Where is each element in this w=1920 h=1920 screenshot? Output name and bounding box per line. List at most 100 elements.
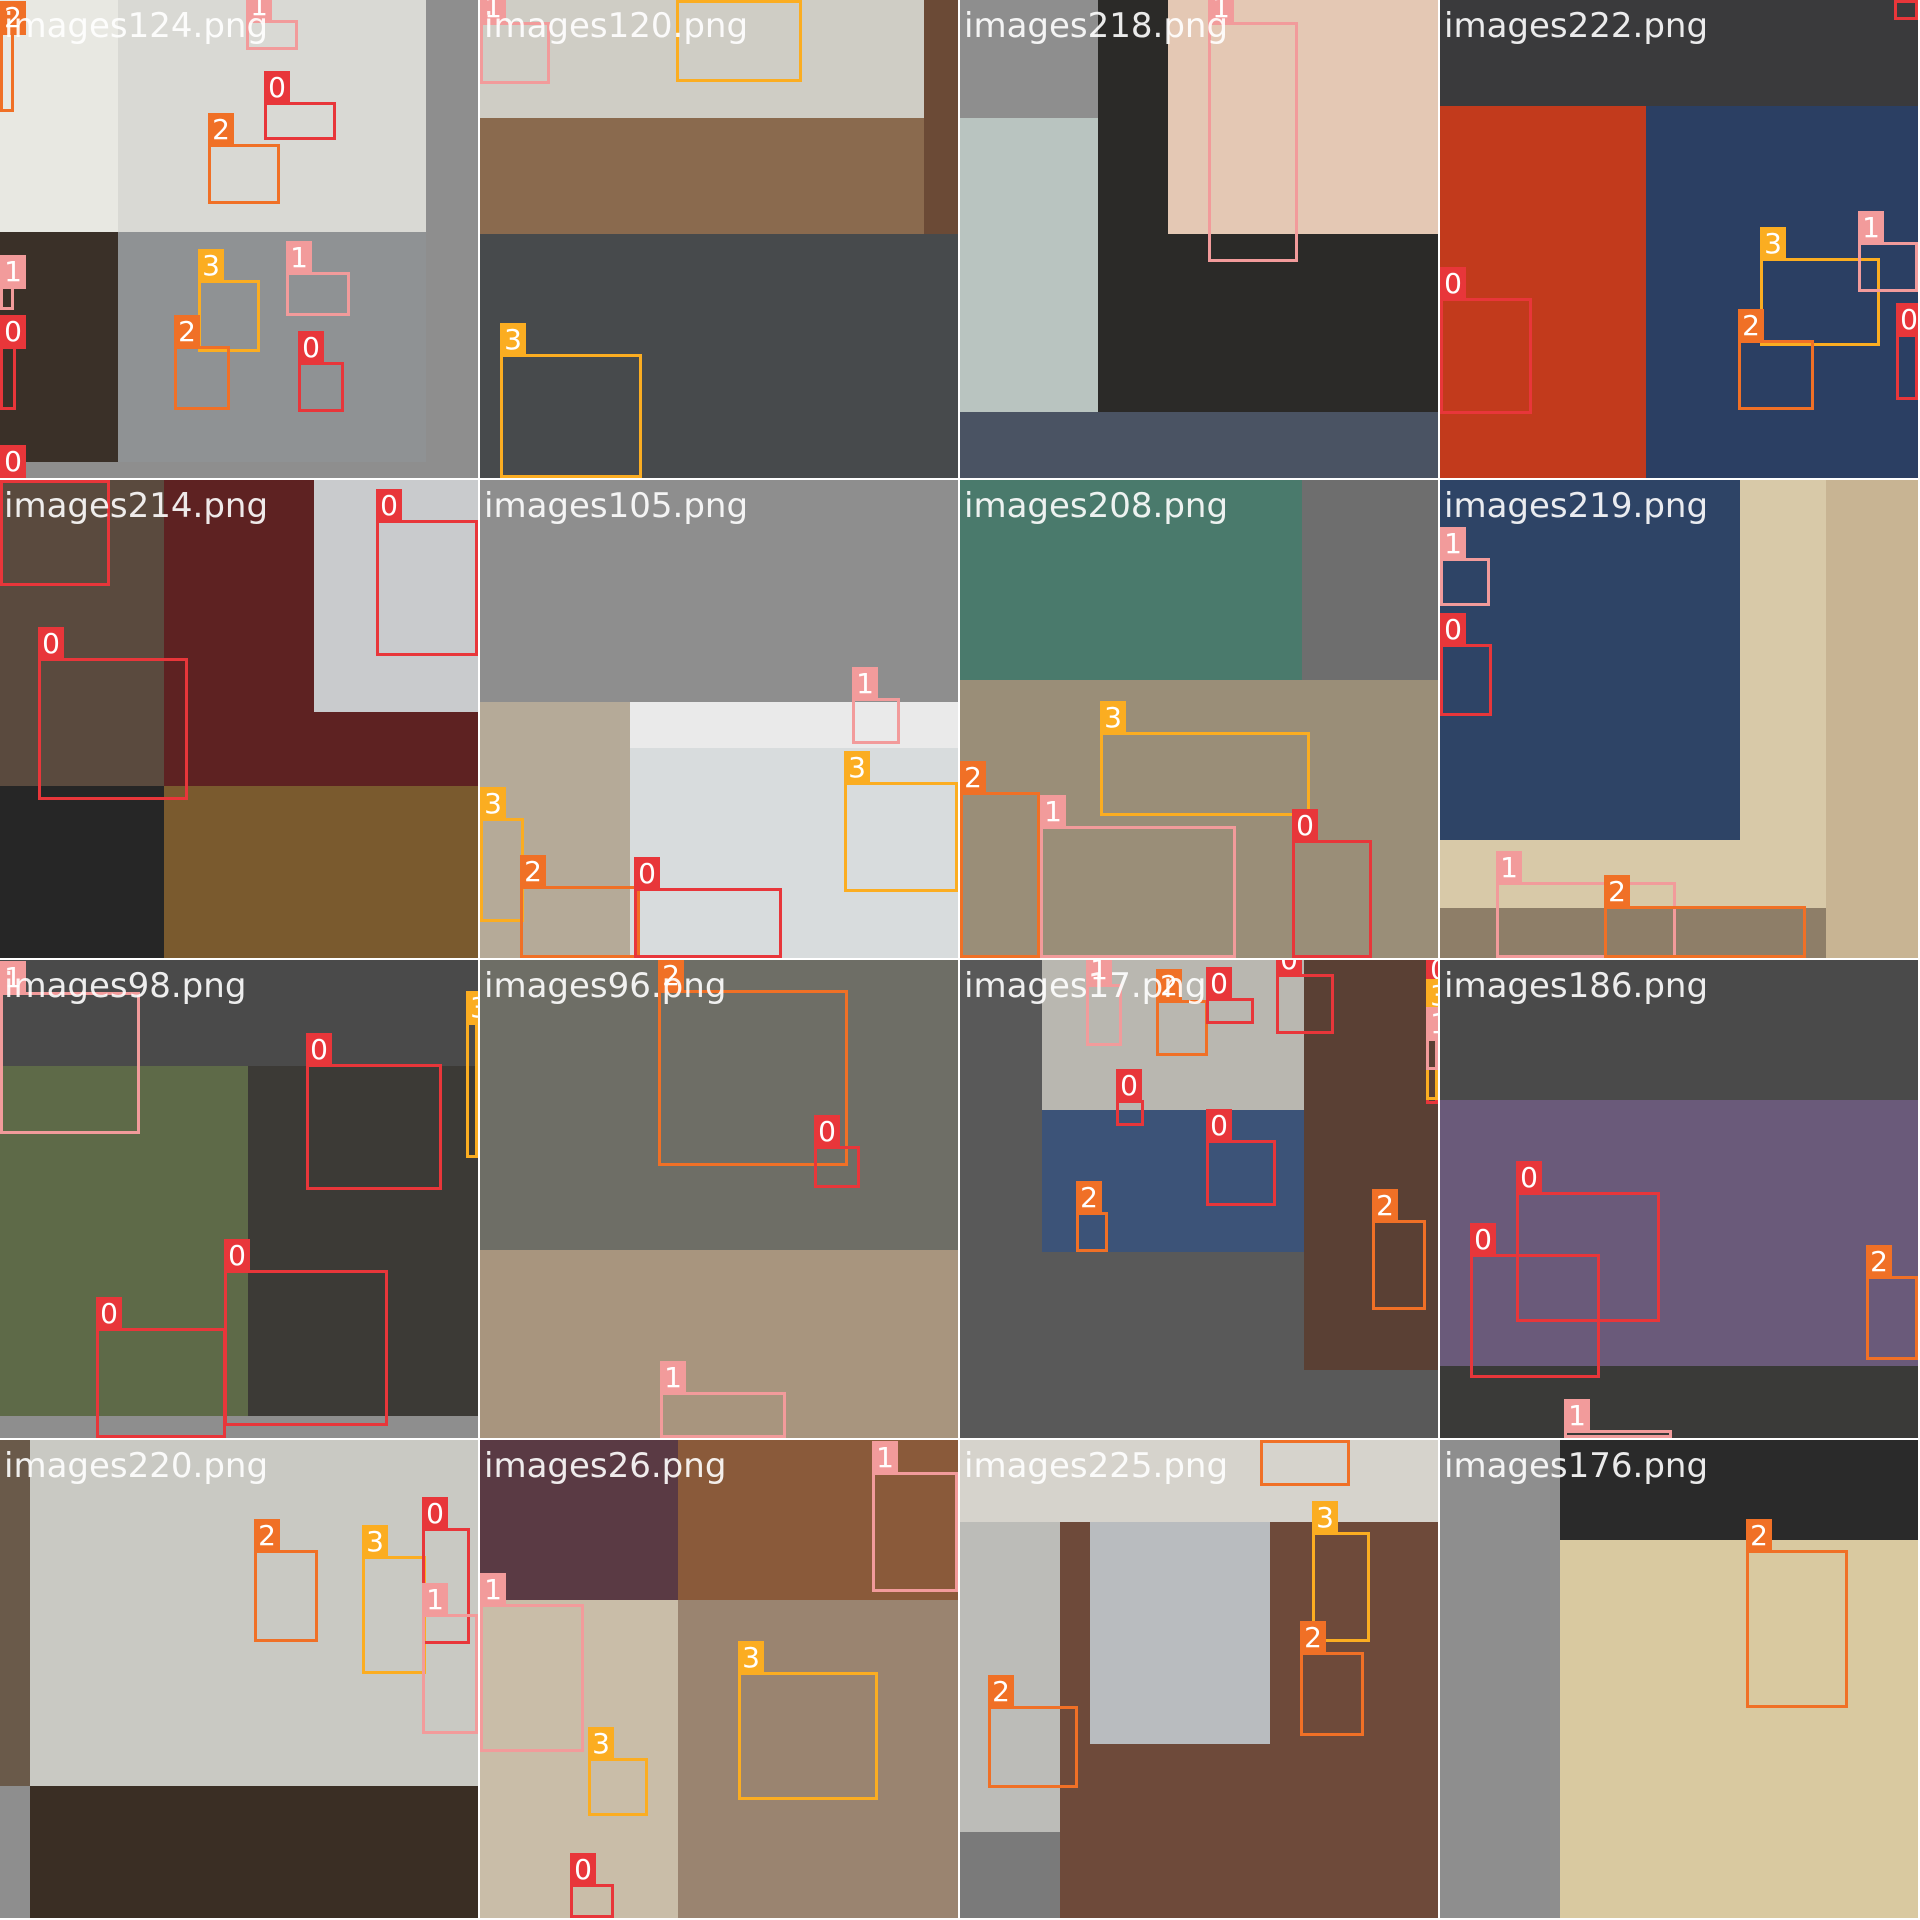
detection-class-label: 1 [1564,1399,1590,1433]
detection-box: 3 [1100,701,1310,816]
tile-image-region [1440,106,1646,478]
detection-class-label: 0 [376,489,402,523]
detection-class-label: 1 [422,1583,448,1617]
mosaic-tile: 1 3 3 images120.png [480,0,958,478]
detection-class-label: 0 [1896,303,1918,337]
detection-box: 2 [1300,1621,1364,1736]
detection-class-label: 2 [1746,1519,1772,1553]
detection-box: 3 [362,1525,426,1674]
tile-image-region [0,480,164,786]
tile-image-region [678,1600,958,1918]
detection-box: 3 [480,787,524,922]
detection-class-label: 3 [500,323,526,357]
detection-class-label: 3 [676,0,702,3]
detection-class-label: 3 [1426,979,1438,1013]
mosaic-tile: 0 0 3 1 2 0 images222.png [1440,0,1918,478]
detection-class-label: 3 [844,751,870,785]
detection-box: 1 [286,241,350,316]
detection-box: 1 [852,667,900,744]
detection-box: 0 [376,489,478,656]
detection-class-label: 0 [1894,0,1918,3]
detection-class-label: 3 [480,787,506,821]
detection-class-label: 0 [0,315,26,349]
detection-box: 1 [480,0,550,84]
detection-box: 2 [1866,1245,1918,1360]
tile-image-region [924,0,958,234]
detection-box: 0 [224,1239,388,1426]
detection-class-label: 2 [520,855,546,889]
tile-image-region [678,1440,958,1600]
mosaic-tile: 2 3 2 2 images225.png [960,1440,1438,1918]
detection-box: 2 [1738,309,1814,410]
tile-filename: images218.png [964,6,1229,46]
tile-image-region [1440,1366,1918,1438]
tile-image-region [480,1440,678,1600]
detection-box: 0 [1206,967,1254,1024]
tile-image-region [960,412,1438,478]
detection-box: 2 [988,1675,1078,1788]
detection-class-label: 1 [480,0,506,25]
tile-image-region [480,960,958,1250]
detection-class-label: 0 [814,1115,840,1149]
detection-box: 2 [254,1519,318,1642]
tile-filename: images222.png [1444,6,1709,46]
detection-box: 0 [1894,0,1918,20]
detection-class-label: 1 [1440,527,1466,561]
detection-box: 1 [1440,527,1490,606]
detection-box: 0 [1206,1109,1276,1206]
detection-class-label: 1 [1426,1007,1438,1041]
tile-image-region [960,118,1098,412]
tile-image-region [1646,106,1918,478]
detection-box: 1 [480,1573,584,1752]
detection-box: 1 [660,1361,786,1438]
detection-class-label: 0 [1516,1161,1542,1195]
detection-box: 1 [1426,1007,1438,1070]
tile-image-region [1304,960,1438,1370]
mosaic-tile: 0 0 0 images214.png [0,480,478,958]
mosaic-tile: 1 1 3 3 0 images26.png [480,1440,958,1918]
detection-class-label: 2 [1076,1181,1102,1215]
detection-class-label: 2 [658,960,684,993]
detection-class-label: 2 [1866,1245,1892,1279]
detection-class-label: 1 [1208,0,1234,25]
tile-image-region [1168,0,1438,234]
detection-class-label: 0 [1116,1069,1142,1103]
tile-image-region [0,786,164,958]
tile-filename: images26.png [484,1446,727,1486]
detection-box: 0 [1292,809,1372,958]
detection-class-label: 0 [1276,960,1302,977]
detection-box: 3 [588,1727,648,1816]
detection-box: 3 [1312,1501,1370,1642]
detection-class-label: 0 [1440,613,1466,647]
detection-box: 1 [872,1441,958,1592]
detection-class-label: 0 [1206,1109,1232,1143]
detection-box: 3 [1760,227,1880,346]
detection-box: 2 [520,855,640,958]
detection-box: 0 [1116,1069,1144,1126]
tile-filename: images176.png [1444,1446,1709,1486]
detection-class-label: 0 [298,331,324,365]
tile-image-region [30,1786,478,1918]
detection-class-label: 1 [480,1573,506,1607]
detection-class-label: 0 [38,627,64,661]
detection-class-label: 2 [1156,969,1182,1003]
detection-class-label: 1 [872,1441,898,1475]
tile-image-region [164,786,478,958]
detection-box: 2 [1260,1440,1350,1486]
detection-box: 2 [0,1,26,112]
detection-class-label: 2 [1738,309,1764,343]
tile-image-region [0,960,478,1066]
detection-box: 0 [1440,267,1532,414]
tile-image-region [0,0,118,232]
detection-class-label: 0 [224,1239,250,1273]
detection-box: 3 [676,0,802,82]
tile-filename: images96.png [484,966,727,1006]
tile-filename: images105.png [484,486,749,526]
detection-box: 2 [1076,1181,1108,1252]
detection-class-label: 1 [0,961,26,995]
tile-image-region [630,702,958,748]
mosaic-tile: 2 3 0 1 images220.png [0,1440,478,1918]
tile-filename: images186.png [1444,966,1709,1006]
detection-box: 2 [1746,1519,1848,1708]
detection-class-label: 2 [988,1675,1014,1709]
